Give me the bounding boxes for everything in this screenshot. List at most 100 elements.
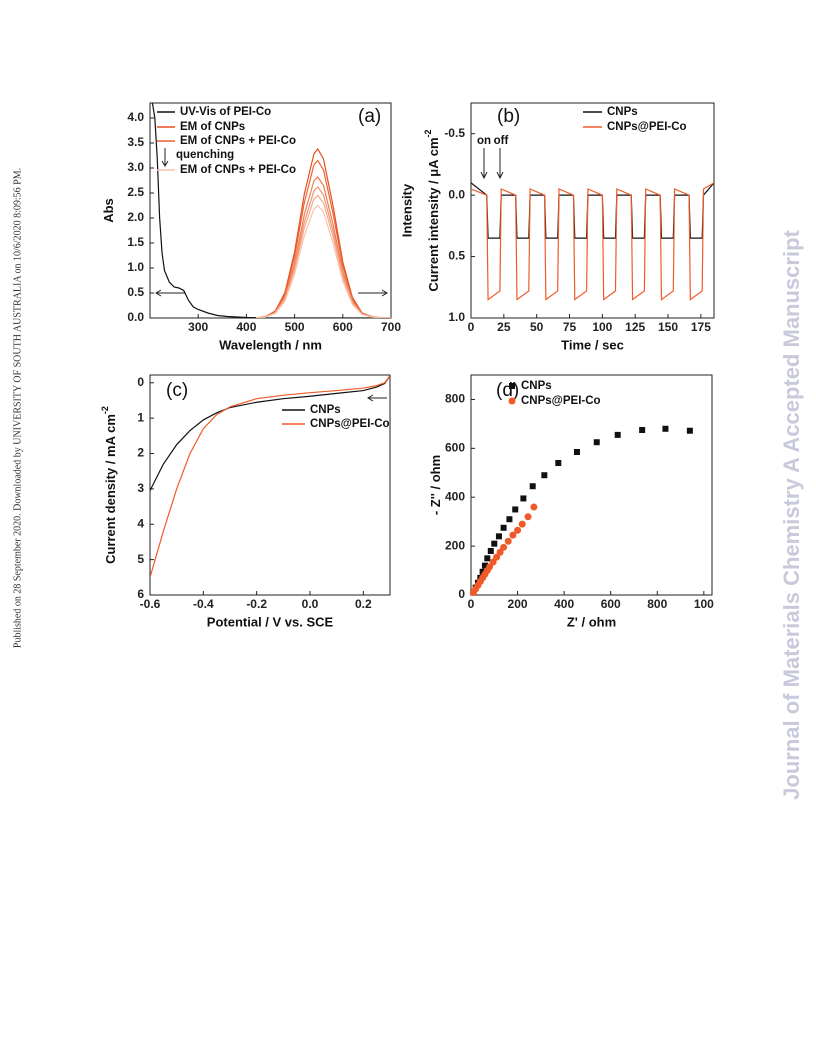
x-axis-label: Wavelength / nm xyxy=(219,337,322,352)
panel-label: (a) xyxy=(358,106,381,127)
y-axis-label-sup: -2 xyxy=(100,406,110,414)
x-axis-label: Z' / ohm xyxy=(567,614,616,629)
point xyxy=(486,563,494,571)
point xyxy=(491,540,498,547)
point xyxy=(520,495,527,502)
legend-swatch xyxy=(508,397,516,405)
scan-arrow xyxy=(367,394,387,402)
x-tick-label: 0 xyxy=(468,320,475,334)
point xyxy=(555,460,562,466)
y2-axis-label: Intensity xyxy=(399,183,414,237)
y-axis-label: - Z'' / ohm xyxy=(428,455,443,515)
x-tick-label: 25 xyxy=(497,320,511,334)
y-tick-label: 0.0 xyxy=(127,310,144,324)
point xyxy=(489,558,497,566)
y-axis-label-text: Current density / mA cm xyxy=(103,414,118,564)
x-tick-label: 700 xyxy=(381,320,401,334)
x-tick-label: 200 xyxy=(508,597,528,611)
x-tick-label: 600 xyxy=(333,320,353,334)
legend-label: EM of CNPs + PEI-Co xyxy=(180,135,296,147)
point xyxy=(509,531,517,539)
legend-label: CNPs xyxy=(607,106,638,118)
series-line xyxy=(150,375,390,491)
download-note: Published on 28 September 2020. Download… xyxy=(12,168,23,648)
legend-label: CNPs@PEI-Co xyxy=(607,121,687,133)
y-axis-label-text: - Z'' / ohm xyxy=(428,455,443,515)
series-line xyxy=(255,186,391,318)
point xyxy=(495,533,502,540)
panel-label: (c) xyxy=(166,380,188,401)
y-tick-label: 1.5 xyxy=(127,235,144,249)
point xyxy=(500,524,507,531)
x-axis-label: Potential / V vs. SCE xyxy=(207,614,334,629)
journal-watermark: Journal of Materials Chemistry A Accepte… xyxy=(779,229,804,799)
right-arrow xyxy=(358,289,388,297)
y-tick-label: 1.0 xyxy=(448,310,465,324)
point xyxy=(481,562,488,569)
y-tick-label: 0.5 xyxy=(448,249,465,263)
y-tick-label: 3.5 xyxy=(127,135,144,149)
x-tick-label: 300 xyxy=(188,320,208,334)
x-tick-label: 0 xyxy=(468,597,475,611)
y-tick-label: 800 xyxy=(445,392,465,406)
point xyxy=(639,427,646,433)
series-line xyxy=(150,375,390,578)
series-line xyxy=(255,204,391,318)
panel-0: 300 400 500 600 700 0.0 0.5 1.0 1.5 2.0 2.5 3.0 3.5 4… xyxy=(101,102,414,352)
y-axis-label: Current intensity / μA cm-2 xyxy=(423,129,441,291)
annotation: quenching xyxy=(176,149,234,161)
y-tick-label: 6 xyxy=(137,587,144,601)
off-arrow xyxy=(496,148,504,180)
x-tick-label: -0.2 xyxy=(246,597,267,611)
x-tick-label: 0.0 xyxy=(302,597,319,611)
y-axis-label-sup: -2 xyxy=(423,129,433,137)
legend-label: EM of CNPs + PEI-Co xyxy=(180,164,296,176)
annotation: on xyxy=(477,135,491,147)
point xyxy=(514,526,522,534)
left-arrow xyxy=(155,289,185,297)
x-tick-label: 800 xyxy=(647,597,667,611)
y-axis-label-text: Current intensity / μA cm xyxy=(426,137,441,291)
x-tick-label: 75 xyxy=(563,320,577,334)
panel-1: 0 25 50 75 100 125 150 175 -0.5 0.0 0.5 1.0 Time / s… xyxy=(423,102,715,352)
y-tick-label: 4 xyxy=(137,516,144,530)
point xyxy=(541,472,548,479)
point xyxy=(530,503,538,511)
y-tick-label: 200 xyxy=(445,538,465,552)
point xyxy=(504,537,512,545)
x-tick-label: 125 xyxy=(625,320,645,334)
y-tick-label: 2.5 xyxy=(127,185,144,199)
legend-label: CNPs xyxy=(521,380,552,392)
y-tick-label: 400 xyxy=(445,489,465,503)
x-tick-label: -0.4 xyxy=(193,597,214,611)
y-tick-label: 0.0 xyxy=(448,187,465,201)
x-tick-label: 50 xyxy=(530,320,544,334)
legend-label: EM of CNPs xyxy=(180,121,245,133)
y-tick-label: 0 xyxy=(137,375,144,389)
point xyxy=(487,548,494,554)
x-tick-label: 600 xyxy=(601,597,621,611)
y-tick-label: 3.0 xyxy=(127,160,144,174)
y-axis-label: Abs xyxy=(101,198,116,223)
point xyxy=(529,483,536,490)
legend-swatch xyxy=(509,383,515,389)
legend-label: CNPs@PEI-Co xyxy=(310,418,390,430)
y-tick-label: 3 xyxy=(137,481,144,495)
panel-label: (b) xyxy=(497,106,520,127)
y-tick-label: 600 xyxy=(445,441,465,455)
y-tick-label: 2.0 xyxy=(127,210,144,224)
point xyxy=(512,506,519,513)
annotation: off xyxy=(494,135,509,147)
point xyxy=(614,431,621,438)
point xyxy=(496,548,504,556)
x-tick-label: 0.2 xyxy=(355,597,372,611)
panel-label: (d) xyxy=(496,380,519,401)
y-tick-label: 0 xyxy=(458,587,465,601)
x-tick-label: -0.6 xyxy=(140,597,161,611)
x-tick-label: 175 xyxy=(691,320,711,334)
arrows xyxy=(155,148,504,402)
x-tick-label: 150 xyxy=(658,320,678,334)
series-line xyxy=(255,176,391,318)
